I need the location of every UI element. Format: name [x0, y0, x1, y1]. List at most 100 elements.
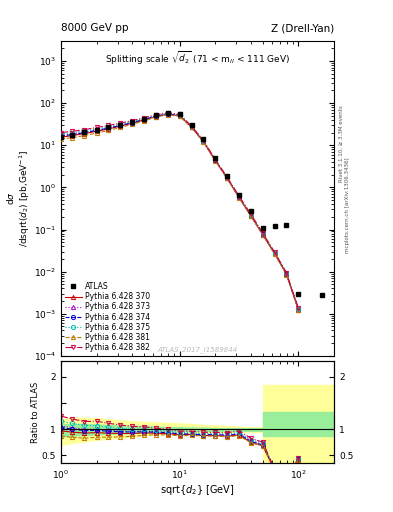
Pythia 6.428 374 [213, 157, 217, 163]
Pythia 6.428 373 [189, 124, 194, 130]
Text: 8000 GeV pp: 8000 GeV pp [61, 23, 129, 33]
Pythia 6.428 375 [130, 118, 134, 124]
Pythia 6.428 381 [165, 112, 170, 118]
Pythia 6.428 370 [213, 157, 217, 163]
Pythia 6.428 370 [59, 134, 63, 140]
Pythia 6.428 375 [165, 110, 170, 116]
ATLAS [165, 110, 170, 116]
Pythia 6.428 370 [284, 271, 289, 277]
ATLAS [59, 134, 63, 140]
Pythia 6.428 370 [94, 128, 99, 134]
Pythia 6.428 375 [189, 123, 194, 130]
Pythia 6.428 382 [59, 130, 63, 136]
Pythia 6.428 381 [94, 130, 99, 136]
Line: Pythia 6.428 370: Pythia 6.428 370 [59, 112, 300, 312]
Pythia 6.428 370 [201, 138, 206, 144]
Pythia 6.428 381 [118, 124, 123, 131]
Pythia 6.428 381 [189, 124, 194, 131]
Pythia 6.428 375 [177, 112, 182, 118]
Pythia 6.428 382 [284, 269, 289, 275]
Pythia 6.428 370 [82, 131, 87, 137]
Pythia 6.428 375 [94, 126, 99, 132]
Pythia 6.428 373 [225, 175, 230, 181]
Pythia 6.428 370 [272, 250, 277, 257]
ATLAS [141, 116, 146, 122]
Pythia 6.428 382 [296, 305, 301, 311]
Pythia 6.428 374 [106, 125, 111, 131]
Pythia 6.428 374 [260, 231, 265, 238]
Pythia 6.428 375 [106, 124, 111, 130]
Pythia 6.428 370 [141, 117, 146, 123]
Pythia 6.428 373 [59, 133, 63, 139]
Pythia 6.428 373 [94, 127, 99, 133]
ATLAS [296, 291, 301, 297]
ATLAS [320, 292, 324, 298]
ATLAS [213, 155, 217, 161]
Pythia 6.428 381 [296, 307, 301, 313]
Line: Pythia 6.428 374: Pythia 6.428 374 [59, 112, 300, 311]
Pythia 6.428 370 [225, 175, 230, 181]
ATLAS [189, 122, 194, 129]
Pythia 6.428 373 [248, 212, 253, 218]
Pythia 6.428 375 [213, 156, 217, 162]
Pythia 6.428 382 [272, 249, 277, 255]
Pythia 6.428 381 [260, 232, 265, 238]
Pythia 6.428 375 [284, 270, 289, 276]
Pythia 6.428 374 [82, 130, 87, 136]
Text: Z (Drell-Yan): Z (Drell-Yan) [271, 23, 334, 33]
Pythia 6.428 375 [70, 130, 75, 136]
Pythia 6.428 374 [154, 113, 158, 119]
Pythia 6.428 374 [237, 194, 241, 200]
Y-axis label: d$\sigma$
/dsqrt($d_{2}$) [pb,GeV$^{-1}$]: d$\sigma$ /dsqrt($d_{2}$) [pb,GeV$^{-1}$… [5, 150, 32, 247]
Pythia 6.428 373 [201, 138, 206, 144]
Pythia 6.428 374 [70, 132, 75, 138]
Pythia 6.428 381 [201, 139, 206, 145]
Line: Pythia 6.428 382: Pythia 6.428 382 [59, 111, 300, 310]
Pythia 6.428 375 [141, 116, 146, 122]
Pythia 6.428 374 [296, 306, 301, 312]
ATLAS [248, 207, 253, 214]
Pythia 6.428 373 [284, 270, 289, 276]
Pythia 6.428 374 [141, 116, 146, 122]
Pythia 6.428 382 [260, 230, 265, 236]
Pythia 6.428 370 [154, 114, 158, 120]
Pythia 6.428 381 [248, 213, 253, 219]
Pythia 6.428 382 [225, 174, 230, 180]
Pythia 6.428 382 [154, 112, 158, 118]
Legend: ATLAS, Pythia 6.428 370, Pythia 6.428 373, Pythia 6.428 374, Pythia 6.428 375, P: ATLAS, Pythia 6.428 370, Pythia 6.428 37… [63, 281, 151, 354]
Pythia 6.428 374 [177, 113, 182, 119]
Pythia 6.428 375 [237, 194, 241, 200]
ATLAS [70, 132, 75, 138]
Line: Pythia 6.428 375: Pythia 6.428 375 [59, 111, 300, 311]
Pythia 6.428 374 [118, 122, 123, 129]
Pythia 6.428 375 [296, 306, 301, 312]
Pythia 6.428 373 [237, 194, 241, 200]
ATLAS [154, 112, 158, 118]
Pythia 6.428 381 [130, 121, 134, 127]
Pythia 6.428 374 [165, 111, 170, 117]
Pythia 6.428 374 [272, 250, 277, 257]
Pythia 6.428 373 [106, 125, 111, 131]
Pythia 6.428 373 [130, 119, 134, 125]
Pythia 6.428 382 [201, 137, 206, 143]
Pythia 6.428 375 [248, 211, 253, 218]
Pythia 6.428 373 [260, 231, 265, 237]
Pythia 6.428 370 [248, 213, 253, 219]
ATLAS [177, 111, 182, 117]
Pythia 6.428 382 [118, 120, 123, 126]
Pythia 6.428 370 [130, 120, 134, 126]
Pythia 6.428 381 [154, 114, 158, 120]
Pythia 6.428 370 [260, 231, 265, 238]
Pythia 6.428 375 [59, 131, 63, 137]
Pythia 6.428 382 [213, 156, 217, 162]
ATLAS [106, 124, 111, 131]
Pythia 6.428 370 [237, 194, 241, 200]
Pythia 6.428 381 [272, 251, 277, 257]
Pythia 6.428 373 [82, 129, 87, 135]
Pythia 6.428 374 [225, 175, 230, 181]
Pythia 6.428 375 [201, 138, 206, 144]
Pythia 6.428 381 [213, 157, 217, 163]
Pythia 6.428 373 [141, 116, 146, 122]
Pythia 6.428 382 [70, 128, 75, 134]
Pythia 6.428 373 [177, 112, 182, 118]
